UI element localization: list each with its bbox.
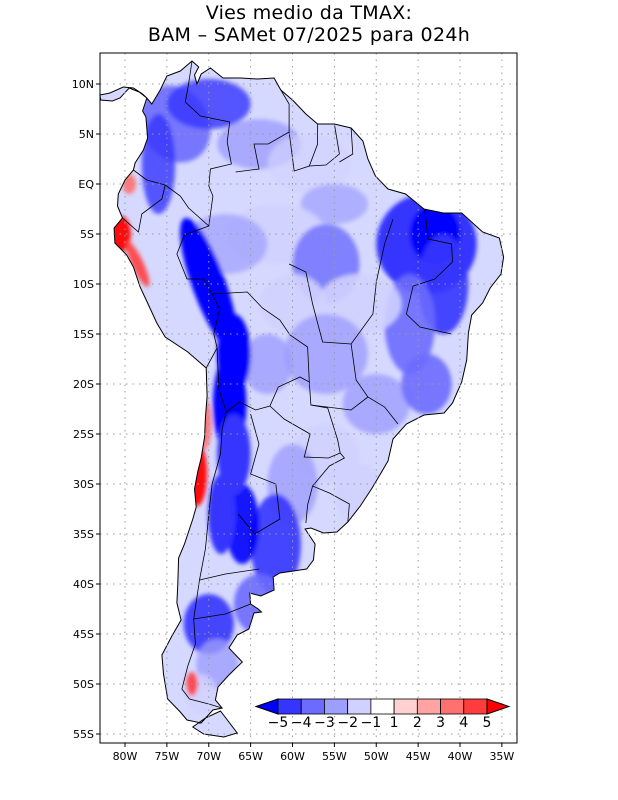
longitude-axis: 80W 75W 70W 65W 60W 55W 50W 45W 40W 35W <box>113 743 514 763</box>
map-frame <box>99 52 518 744</box>
latitude-axis: 10N 5N EQ 5S 10S 15S 20S 25S 30S 35S 40S 45S 50S 55S <box>72 78 100 741</box>
colorbar-label: −2 <box>337 715 358 731</box>
country-border <box>122 169 166 233</box>
colorbar-segment <box>324 698 349 715</box>
bias-region <box>284 314 368 394</box>
chart-title-line-1: Vies medio da TMAX: <box>205 2 413 24</box>
country-border <box>235 89 290 173</box>
colorbar-segment <box>463 698 488 715</box>
lon-tick-label: 50W <box>364 750 389 763</box>
graticule <box>100 53 517 743</box>
bias-region <box>180 217 238 351</box>
bias-region <box>166 79 251 129</box>
colorbar-label: −5 <box>268 715 289 731</box>
lat-tick-label: 10S <box>73 278 94 291</box>
bias-region <box>217 414 251 494</box>
bias-region <box>242 334 293 394</box>
colorbar-segment <box>347 698 372 715</box>
country-border <box>184 60 232 227</box>
lat-tick-label: 25S <box>73 428 94 441</box>
lon-tick-label: 75W <box>154 750 179 763</box>
lon-tick-label: 45W <box>406 750 431 763</box>
colorbar-segment <box>416 698 441 715</box>
colorbar-label: −4 <box>291 715 312 731</box>
country-border <box>269 381 341 459</box>
colorbar-arrow-high <box>486 698 511 715</box>
bias-region <box>250 494 301 594</box>
country-border <box>212 291 310 413</box>
lat-tick-label: 20S <box>73 378 94 391</box>
lat-tick-label: 35S <box>73 528 94 541</box>
colorbar-segment <box>370 698 395 715</box>
lat-tick-label: 40S <box>73 578 94 591</box>
country-border <box>339 127 354 163</box>
lon-tick-label: 70W <box>196 750 221 763</box>
country-border <box>181 411 227 709</box>
lat-tick-label: 50S <box>73 678 94 691</box>
colorbar-label: 5 <box>483 715 492 731</box>
colorbar-label: 2 <box>413 715 422 731</box>
lon-tick-label: 40W <box>448 750 473 763</box>
lat-tick-label: 5N <box>79 128 94 141</box>
colorbar-label: 1 <box>390 715 399 731</box>
bias-region <box>183 594 234 654</box>
lat-tick-label: 55S <box>73 728 94 741</box>
lat-tick-label: EQ <box>78 178 94 191</box>
colorbar-label: 3 <box>436 715 445 731</box>
country-border <box>193 603 251 620</box>
country-border <box>312 452 346 487</box>
lat-tick-label: 30S <box>73 478 94 491</box>
colorbar-segment <box>300 698 325 715</box>
country-borders <box>122 60 453 709</box>
colorbar: −5 −4 −3 −2 −1 1 2 3 4 5 <box>254 698 511 731</box>
lon-tick-label: 35W <box>489 750 514 763</box>
lon-tick-label: 55W <box>322 750 347 763</box>
chart-title-line-2: BAM – SAMet 07/2025 para 024h <box>147 24 471 46</box>
bias-region <box>125 241 150 287</box>
lat-tick-label: 10N <box>72 78 94 91</box>
country-border <box>310 396 369 411</box>
bias-region <box>267 134 352 194</box>
colorbar-label: 4 <box>459 715 468 731</box>
bias-region <box>207 474 235 554</box>
colorbar-label: −3 <box>314 715 335 731</box>
colorbar-label: −1 <box>361 715 382 731</box>
country-border <box>199 568 260 581</box>
colorbar-segment <box>440 698 465 715</box>
lon-tick-label: 65W <box>238 750 263 763</box>
colorbar-segment <box>393 698 418 715</box>
country-border <box>405 209 453 335</box>
lat-tick-label: 45S <box>73 628 94 641</box>
lat-tick-label: 15S <box>73 328 94 341</box>
lon-tick-label: 80W <box>113 750 138 763</box>
lon-tick-label: 60W <box>280 750 305 763</box>
country-border <box>309 123 340 167</box>
country-border <box>305 485 350 524</box>
colorbar-segment <box>277 698 302 715</box>
country-border <box>164 184 221 369</box>
lat-tick-label: 5S <box>80 228 94 241</box>
